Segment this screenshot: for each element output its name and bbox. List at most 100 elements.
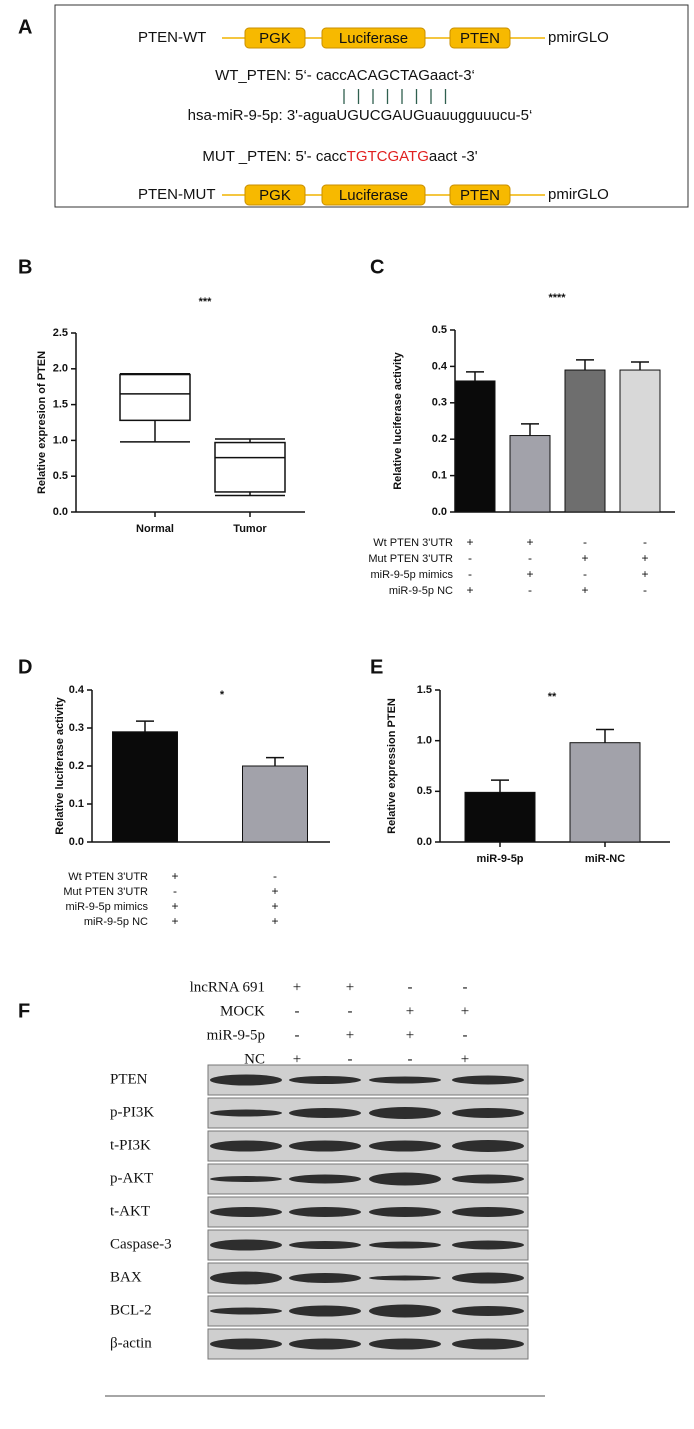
condition-sign: - (295, 1027, 300, 1043)
protein-label: BCL-2 (110, 1302, 152, 1318)
bar (509, 435, 551, 513)
condition-sign: + (271, 899, 278, 913)
y-tick-label: 0.3 (69, 722, 84, 734)
vector-label: pmirGLO (548, 186, 609, 203)
mut-suffix: aact -3' (429, 148, 478, 165)
element-label: Luciferase (339, 187, 408, 204)
element-box (244, 184, 306, 206)
condition-sign: + (171, 914, 178, 928)
condition-label: Wt PTEN 3'UTR (68, 871, 148, 883)
blot-band (452, 1108, 524, 1118)
blot-band (369, 1140, 441, 1152)
blot-band (369, 1107, 441, 1119)
mirna-sequence: hsa-miR-9-5p: 3'-aguaUGUCGAUGuauugguuucu… (188, 107, 533, 124)
condition-sign: - (348, 1003, 353, 1019)
y-tick-label: 2.5 (53, 327, 68, 339)
y-tick-label: 0.3 (432, 397, 447, 409)
blot-band (369, 1076, 441, 1084)
condition-sign: + (293, 979, 301, 995)
chart-title: ** (548, 691, 557, 703)
x-tick-label: miR-9-5p (476, 853, 523, 865)
blot-band (452, 1075, 524, 1085)
element-label: PGK (259, 30, 291, 47)
blot-band (210, 1338, 282, 1350)
condition-sign: + (171, 899, 178, 913)
blot-band (210, 1271, 282, 1285)
blot-band (210, 1307, 282, 1315)
condition-label: miR-9-5p mimics (371, 569, 454, 581)
blot-band (289, 1273, 361, 1283)
blot-band (369, 1241, 441, 1249)
blot-band (369, 1172, 441, 1186)
y-tick-label: 1.5 (417, 684, 432, 696)
blot-band (210, 1239, 282, 1251)
condition-label: miR-9-5p mimics (66, 901, 149, 913)
y-axis-label: Relative luciferase activity (392, 351, 404, 489)
condition-sign: - (295, 1003, 300, 1019)
bar (112, 731, 178, 843)
blot-band (210, 1176, 282, 1182)
condition-sign: + (293, 1051, 301, 1067)
condition-sign: + (271, 884, 278, 898)
mut-construct-label: PTEN-MUT (138, 186, 216, 203)
protein-label: BAX (110, 1269, 142, 1285)
condition-sign: + (466, 583, 473, 597)
blot-band (210, 1109, 282, 1117)
panel-label: C (370, 256, 384, 278)
condition-label: Mut PTEN 3'UTR (368, 553, 453, 565)
element-box (244, 27, 306, 49)
chart-title: **** (548, 292, 566, 304)
blot-band (289, 1108, 361, 1118)
y-tick-label: 0.0 (417, 836, 432, 848)
box (119, 373, 191, 422)
bar (569, 742, 641, 843)
condition-label: Mut PTEN 3'UTR (63, 886, 148, 898)
protein-label: p-PI3K (110, 1104, 154, 1120)
bar (464, 791, 536, 843)
blot-band (289, 1338, 361, 1350)
condition-sign: - (583, 567, 587, 581)
blot-band (369, 1304, 441, 1318)
vector-label: pmirGLO (548, 29, 609, 46)
element-label: PGK (259, 187, 291, 204)
y-tick-label: 0.0 (53, 506, 68, 518)
panel-label: E (370, 656, 383, 678)
blot-band (210, 1207, 282, 1217)
condition-sign: + (581, 551, 588, 565)
bar (619, 369, 661, 513)
box (214, 441, 286, 493)
x-tick-label: miR-NC (585, 853, 625, 865)
element-label: Luciferase (339, 30, 408, 47)
panel-label: D (18, 656, 32, 678)
blot-band (289, 1305, 361, 1317)
condition-sign: + (406, 1003, 414, 1019)
y-tick-label: 0.5 (432, 324, 447, 336)
y-tick-label: 1.0 (53, 434, 68, 446)
blot-band (452, 1140, 524, 1152)
condition-label: Wt PTEN 3'UTR (373, 537, 453, 549)
blot-band (210, 1140, 282, 1152)
y-tick-label: 0.5 (417, 785, 432, 797)
blot-band (452, 1306, 524, 1316)
wt-construct-label: PTEN-WT (138, 29, 206, 46)
protein-label: β-actin (110, 1335, 152, 1351)
condition-sign: + (346, 979, 354, 995)
y-axis-label: Relative expression PTEN (386, 698, 398, 834)
x-tick-label: Normal (136, 523, 174, 535)
x-tick-label: Tumor (233, 523, 267, 535)
panel-label: B (18, 256, 32, 278)
condition-sign: - (348, 1051, 353, 1067)
condition-label: miR-9-5p (207, 1027, 265, 1043)
y-tick-label: 0.4 (69, 684, 85, 696)
condition-sign: + (466, 535, 473, 549)
element-box (449, 184, 511, 206)
condition-sign: + (526, 535, 533, 549)
panel-label: F (18, 1000, 30, 1022)
y-tick-label: 0.2 (432, 433, 447, 445)
condition-label: MOCK (220, 1003, 265, 1019)
condition-sign: + (171, 869, 178, 883)
condition-sign: - (468, 567, 472, 581)
bar (242, 765, 308, 843)
condition-sign: - (528, 551, 532, 565)
condition-sign: - (468, 551, 472, 565)
